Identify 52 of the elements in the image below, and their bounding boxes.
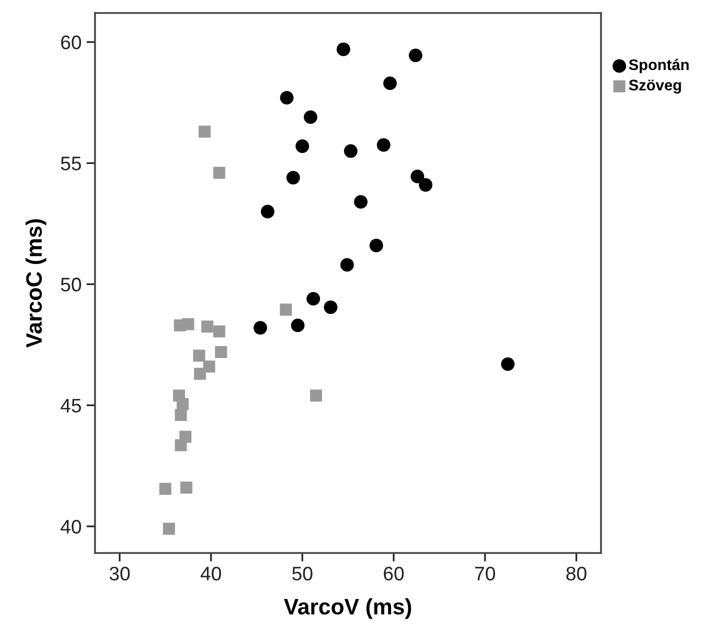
- point: [174, 408, 187, 421]
- point: [159, 482, 172, 495]
- point: [354, 195, 368, 209]
- y-tick-label: 55: [60, 156, 81, 170]
- x-tick-label: 60: [384, 566, 404, 580]
- y-tick-label: 50: [60, 278, 82, 292]
- point: [501, 357, 515, 371]
- point: [340, 258, 354, 272]
- point: [410, 170, 424, 184]
- point: [180, 482, 192, 494]
- x-tick-label: 40: [200, 566, 222, 580]
- point: [174, 439, 187, 452]
- point: [162, 522, 175, 535]
- y-tick-label: 40: [60, 520, 82, 534]
- point: [198, 126, 211, 138]
- point: [203, 360, 216, 373]
- x-tick-label: 80: [566, 566, 586, 580]
- point: [383, 76, 397, 90]
- point: [194, 368, 206, 380]
- point: [296, 139, 310, 153]
- point: [286, 170, 300, 184]
- point: [324, 300, 338, 314]
- point: [213, 325, 226, 338]
- point: [213, 166, 226, 179]
- point: [370, 238, 384, 252]
- legend-label: Szöveg: [628, 80, 681, 94]
- point: [193, 350, 206, 362]
- point: [201, 320, 214, 333]
- point: [418, 178, 432, 192]
- x-tick-label: 70: [475, 566, 496, 580]
- point: [376, 138, 390, 152]
- point: [176, 398, 189, 410]
- point: [336, 42, 350, 56]
- x-tick-label: 50: [292, 566, 312, 580]
- point: [306, 292, 320, 306]
- y-tick-label: 60: [61, 36, 82, 50]
- point: [310, 390, 322, 402]
- point: [182, 318, 194, 330]
- point: [254, 321, 268, 335]
- point: [408, 48, 422, 62]
- point: [215, 346, 228, 358]
- x-axis-title: VarcoV (ms): [284, 598, 412, 619]
- point: [280, 90, 294, 105]
- y-tick-label: 45: [60, 398, 81, 413]
- point: [304, 110, 318, 124]
- x-tick-label: 30: [110, 566, 130, 580]
- point: [280, 304, 292, 316]
- legend-label: Spontán: [628, 58, 689, 74]
- y-axis-title: VarcoC (ms): [26, 219, 46, 348]
- point: [290, 318, 305, 332]
- point: [260, 204, 274, 218]
- point: [344, 144, 358, 158]
